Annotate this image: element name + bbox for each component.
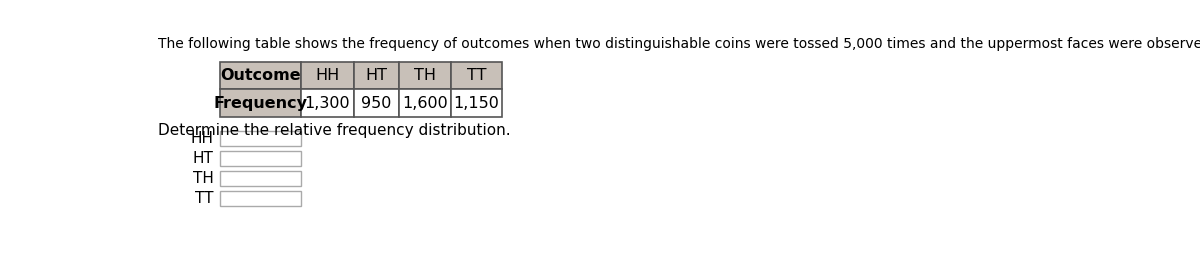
Text: TT: TT xyxy=(196,191,214,206)
Text: 1,300: 1,300 xyxy=(305,96,350,111)
Bar xyxy=(220,89,301,117)
Text: Outcome: Outcome xyxy=(220,68,301,83)
Bar xyxy=(354,62,398,89)
Text: 950: 950 xyxy=(361,96,391,111)
Text: The following table shows the frequency of outcomes when two distinguishable coi: The following table shows the frequency … xyxy=(157,37,1200,51)
Text: TH: TH xyxy=(193,171,214,186)
Bar xyxy=(220,171,301,186)
Text: Frequency: Frequency xyxy=(214,96,307,111)
Bar xyxy=(220,191,301,206)
Bar xyxy=(398,62,451,89)
Text: HT: HT xyxy=(193,151,214,166)
Bar xyxy=(220,62,301,89)
Bar xyxy=(354,89,398,117)
Bar xyxy=(301,62,354,89)
Text: 1,600: 1,600 xyxy=(402,96,448,111)
Bar xyxy=(301,89,354,117)
Bar xyxy=(451,89,502,117)
Bar xyxy=(220,131,301,147)
Text: HH: HH xyxy=(191,131,214,146)
Text: HH: HH xyxy=(316,68,340,83)
Bar xyxy=(398,89,451,117)
Text: 1,150: 1,150 xyxy=(454,96,499,111)
Text: TH: TH xyxy=(414,68,436,83)
Text: Determine the relative frequency distribution.: Determine the relative frequency distrib… xyxy=(157,123,510,138)
Bar xyxy=(220,151,301,166)
Text: HT: HT xyxy=(365,68,388,83)
Text: TT: TT xyxy=(467,68,486,83)
Bar xyxy=(451,62,502,89)
